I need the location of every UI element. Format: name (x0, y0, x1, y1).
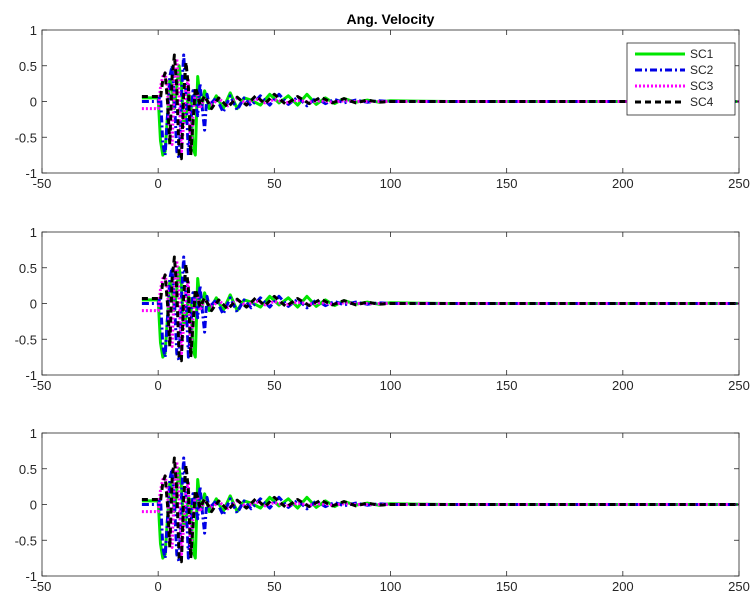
x-tick-label: 50 (267, 378, 281, 393)
y-tick-label: -0.5 (15, 533, 37, 548)
series-group (141, 456, 739, 564)
y-tick-label: -1 (25, 166, 37, 181)
axes-panel-2: -50 0 50 100 150 200 250 -1 -0.5 0 0.5 1 (15, 225, 750, 393)
y-tick-label: -0.5 (15, 332, 37, 347)
y-tick-label: 1 (30, 23, 37, 38)
x-tick-label: 100 (380, 579, 402, 594)
legend-label-sc2: SC2 (690, 63, 714, 77)
x-tick-label: 250 (728, 176, 750, 191)
legend-label-sc4: SC4 (690, 95, 714, 109)
x-tick-label: 50 (267, 176, 281, 191)
series-line-sc4 (141, 53, 739, 161)
x-tick-label: 150 (496, 579, 518, 594)
x-tick-label: 200 (612, 378, 634, 393)
x-tick-label: 0 (155, 378, 162, 393)
y-tick-label: -1 (25, 569, 37, 584)
series-group (141, 53, 739, 161)
axes-panel-1: -50 0 50 100 150 200 250 -1 -0.5 0 0.5 1 Ang. Veloci… (15, 11, 750, 191)
legend: SC1 SC2 SC3 SC4 (626, 42, 736, 116)
series-group (141, 255, 739, 363)
legend-label-sc1: SC1 (690, 47, 714, 61)
y-tick-label: 0 (30, 498, 37, 513)
x-tick-label: 250 (728, 378, 750, 393)
y-tick-label: 0 (30, 297, 37, 312)
y-tick-label: 0.5 (19, 261, 37, 276)
y-tick-label: 0.5 (19, 462, 37, 477)
y-tick-label: 0 (30, 95, 37, 110)
series-line-sc3 (141, 57, 739, 157)
x-tick-label: 100 (380, 378, 402, 393)
x-tick-label: 200 (612, 176, 634, 191)
x-tick-label: 150 (496, 378, 518, 393)
x-tick-label: 250 (728, 579, 750, 594)
x-tick-label: 150 (496, 176, 518, 191)
legend-label-sc3: SC3 (690, 79, 714, 93)
y-tick-label: 1 (30, 426, 37, 441)
series-line-sc3 (141, 259, 739, 359)
x-tick-label: 0 (155, 579, 162, 594)
chart-title: Ang. Velocity (347, 11, 435, 27)
x-tick-label: 200 (612, 579, 634, 594)
series-line-sc4 (141, 255, 739, 363)
y-tick-label: -0.5 (15, 130, 37, 145)
series-line-sc4 (141, 456, 739, 564)
x-tick-label: 100 (380, 176, 402, 191)
x-tick-label: 0 (155, 176, 162, 191)
series-line-sc2 (141, 53, 739, 161)
y-tick-label: 1 (30, 225, 37, 240)
axes-panel-3: -50 0 50 100 150 200 250 -1 -0.5 0 0.5 1 (15, 426, 750, 594)
x-tick-label: -50 (33, 579, 52, 594)
y-tick-label: 0.5 (19, 59, 37, 74)
y-tick-label: -1 (25, 368, 37, 383)
x-tick-label: -50 (33, 378, 52, 393)
x-tick-label: -50 (33, 176, 52, 191)
x-tick-label: 50 (267, 579, 281, 594)
